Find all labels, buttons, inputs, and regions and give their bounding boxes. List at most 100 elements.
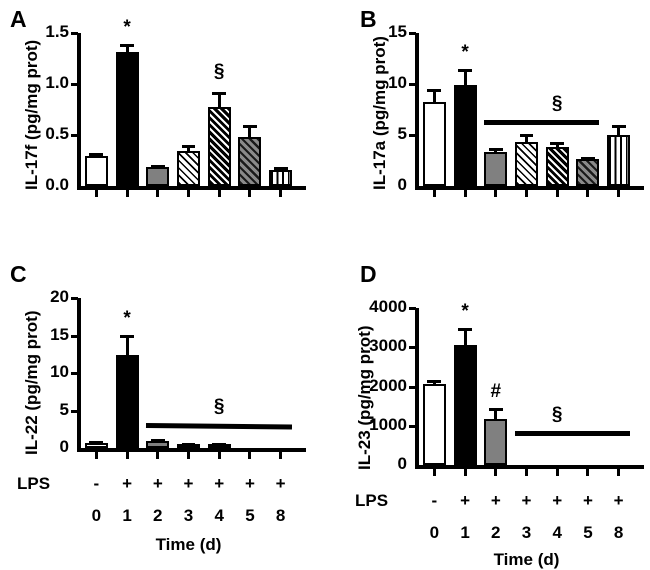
error-bar-stem <box>463 328 467 347</box>
significance-line <box>515 431 631 436</box>
error-bar-cap <box>181 145 196 149</box>
x-tick-mark <box>525 190 528 197</box>
annotation-section: § <box>213 396 225 417</box>
y-tick-mark <box>409 346 416 350</box>
bar <box>115 355 139 448</box>
x-tick-mark <box>617 469 621 476</box>
x-tick-mark <box>586 469 590 476</box>
panel-b-plot-area: 0 5 10 15 * § <box>325 0 650 255</box>
y-tick-label: 3000 <box>369 336 407 356</box>
x-tick-mark <box>586 190 590 197</box>
y-tick-label: 4000 <box>369 297 407 316</box>
lps-value: + <box>244 474 255 493</box>
x-tick-mark <box>555 190 559 197</box>
y-axis-line <box>77 33 81 190</box>
error-bar-cap <box>243 124 257 128</box>
annotation-asterisk: * <box>123 307 131 329</box>
bar <box>146 166 170 186</box>
x-tick-mark <box>156 190 160 197</box>
y-tick-label: 2000 <box>369 375 407 395</box>
x-tick-mark <box>125 452 129 459</box>
panel-a: A IL-17f (pg/mg prot) 0.0 0.5 1.0 1.5 * § <box>0 0 325 255</box>
lps-value: + <box>122 474 133 493</box>
x-tick-mark <box>125 190 129 197</box>
time-value: 3 <box>521 523 532 542</box>
y-tick-label: 0.0 <box>45 175 69 194</box>
annotation-section: § <box>213 61 225 83</box>
significance-line <box>146 423 293 430</box>
error-bar-cap <box>181 443 196 447</box>
error-bar-cap <box>89 152 104 156</box>
x-axis-line <box>415 465 644 469</box>
lps-value: + <box>582 491 593 510</box>
panel-d: D IL-23 (pg/mg prot) 0 1000 2000 3000 4000 * #… <box>325 255 650 569</box>
bar <box>177 151 200 186</box>
lps-row-label: LPS <box>355 491 389 510</box>
x-tick-mark <box>217 452 221 459</box>
error-bar-cap <box>581 157 595 161</box>
error-bar-stem <box>217 92 221 110</box>
bar <box>484 418 508 465</box>
y-tick-label: 1.5 <box>45 22 69 41</box>
y-tick-mark <box>71 32 78 35</box>
annotation-asterisk: * <box>461 41 469 63</box>
error-bar-cap <box>120 334 134 338</box>
error-bar-stem <box>494 148 498 155</box>
lps-value: - <box>93 474 100 493</box>
x-tick-mark <box>279 452 283 459</box>
time-value: 4 <box>214 506 224 525</box>
error-bar-stem <box>617 124 621 137</box>
y-tick-label: 1.0 <box>45 73 69 92</box>
lps-value: + <box>613 491 624 510</box>
panel-b-letter: B <box>360 6 377 32</box>
y-tick-mark <box>71 134 78 137</box>
x-tick-mark <box>248 452 252 459</box>
error-bar-cap <box>150 165 165 169</box>
y-tick-label: 15 <box>50 324 69 344</box>
x-tick-mark <box>617 190 621 197</box>
y-tick-mark <box>71 409 78 413</box>
y-tick-mark <box>71 372 78 375</box>
bar <box>607 135 631 186</box>
annotation-section: § <box>551 404 563 425</box>
time-value: 0 <box>429 523 440 542</box>
error-bar-stem <box>555 142 559 150</box>
time-value: 1 <box>122 506 132 525</box>
x-tick-mark <box>432 190 436 197</box>
time-value: 8 <box>613 523 624 542</box>
y-tick-mark <box>409 307 416 310</box>
panel-b: B IL-17a (pg/mg prot) 0 5 10 15 * § <box>325 0 650 255</box>
y-tick-label: 20 <box>50 287 69 306</box>
bar <box>84 156 108 186</box>
panel-c-letter: C <box>10 261 27 287</box>
time-value: 5 <box>245 506 255 525</box>
error-bar-stem <box>125 44 129 55</box>
bar <box>422 102 446 186</box>
error-bar-stem <box>125 334 129 357</box>
x-tick-mark <box>463 190 467 197</box>
error-bar-cap <box>519 133 534 137</box>
error-bar-cap <box>550 142 565 146</box>
lps-row-label: LPS <box>17 474 51 493</box>
error-bar-cap <box>611 124 626 128</box>
error-bar-stem <box>432 379 436 387</box>
bar <box>238 137 262 186</box>
error-bar-cap <box>212 443 227 447</box>
x-axis-line <box>77 448 306 452</box>
bar <box>576 159 600 186</box>
y-tick-mark <box>409 134 416 137</box>
x-axis-line <box>415 186 644 190</box>
lps-value: + <box>552 491 563 510</box>
time-value: 0 <box>91 506 102 525</box>
lps-value: + <box>521 491 532 510</box>
panel-a-plot-area: 0.0 0.5 1.0 1.5 * § <box>0 0 325 255</box>
error-bar-cap <box>458 68 472 72</box>
x-tick-mark <box>94 190 98 197</box>
x-tick-mark <box>187 190 190 197</box>
y-tick-mark <box>71 83 78 86</box>
bar <box>422 384 446 465</box>
y-tick-label: 0 <box>397 175 407 194</box>
y-tick-label: 15 <box>388 22 407 41</box>
panel-d-letter: D <box>360 261 377 287</box>
y-tick-mark <box>71 334 78 338</box>
